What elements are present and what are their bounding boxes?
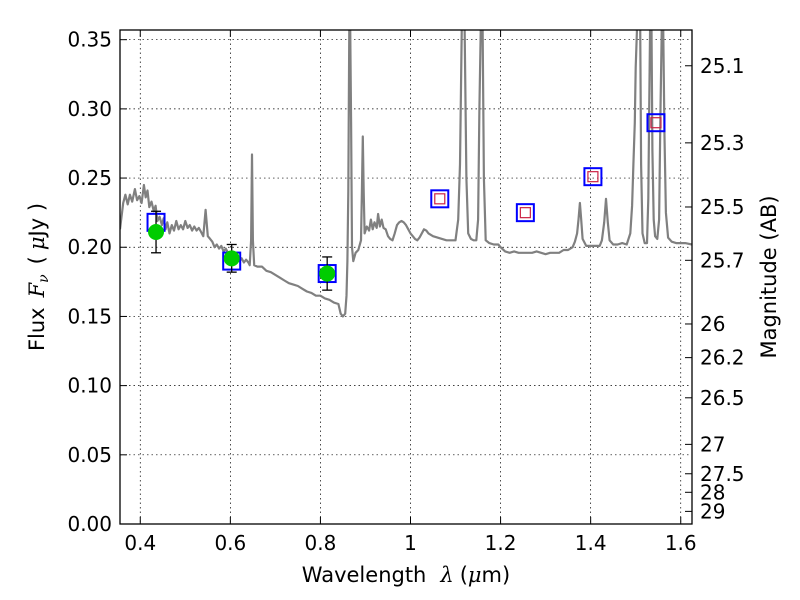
y2-tick-label: 26 <box>700 312 725 336</box>
model-photometry-marker <box>646 113 666 133</box>
observed-flux-point <box>319 265 336 282</box>
observed-flux-point <box>223 250 240 267</box>
y-axis-label: FluxFν(μJy ) <box>25 203 52 351</box>
y2-tick-label: 26.2 <box>700 346 745 370</box>
y2-axis-label: Magnitude (AB) <box>757 195 781 358</box>
y2-tick-label: 29 <box>700 499 725 523</box>
model-photometry-marker <box>430 189 450 209</box>
y-tick-label: 0.35 <box>67 28 112 52</box>
y-tick-label: 0.30 <box>67 97 112 121</box>
x-tick-label: 0.6 <box>214 531 246 555</box>
x-tick-label: 1.4 <box>575 531 607 555</box>
model-photometry-marker <box>515 203 535 223</box>
y-tick-label: 0.05 <box>67 443 112 467</box>
model-spectrum-line <box>120 30 692 318</box>
y2-tick-label: 25.3 <box>700 131 745 155</box>
y-tick-label: 0.10 <box>67 374 112 398</box>
y-tick-label: 0.15 <box>67 304 112 328</box>
plot-frame <box>119 29 693 525</box>
plot-area <box>120 30 692 318</box>
y2-tick-label: 25.1 <box>700 54 745 78</box>
observed-flux-point <box>148 224 165 241</box>
upper-limit-marker <box>650 117 662 129</box>
upper-limit-marker <box>519 207 531 219</box>
model-photometry-marker <box>583 167 603 187</box>
upper-limit-marker <box>587 171 599 183</box>
y-tick-label: 0.00 <box>67 512 112 536</box>
y2-tick-label: 26.5 <box>700 386 745 410</box>
x-tick-label: 1.2 <box>485 531 517 555</box>
x-tick-label: 0.8 <box>305 531 337 555</box>
y-tick-label: 0.20 <box>67 235 112 259</box>
y2-tick-label: 25.5 <box>700 195 745 219</box>
x-axis-label: Wavelength λ (μm) <box>302 563 510 587</box>
upper-limit-marker <box>434 193 446 205</box>
y2-tick-label: 27.5 <box>700 462 745 486</box>
ticks: 0.4 0.6 0.8 1 1.2 1.4 1.6 0.00 0.05 0.10 0.15 0.20 0… <box>67 28 744 555</box>
x-tick-label: 1 <box>404 531 417 555</box>
y-tick-label: 0.25 <box>67 166 112 190</box>
x-tick-label: 1.6 <box>665 531 697 555</box>
y2-tick-label: 27 <box>700 432 725 456</box>
grid <box>120 30 692 524</box>
y2-tick-label: 25.7 <box>700 248 745 272</box>
y2-tick-label: 28 <box>700 480 725 504</box>
x-tick-label: 0.4 <box>124 531 156 555</box>
